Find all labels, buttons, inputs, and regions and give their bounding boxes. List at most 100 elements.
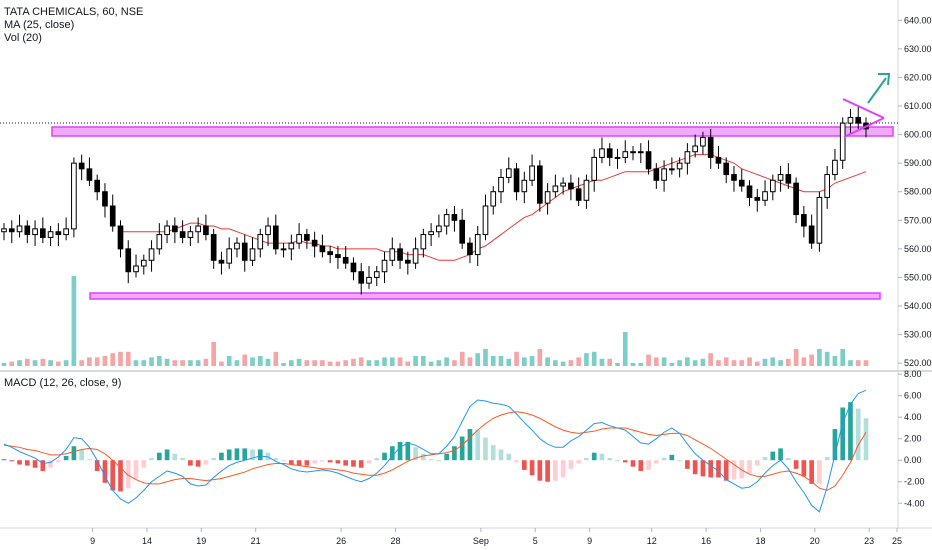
price-pane[interactable]: 640.00 630.00 620.00 610.00 600.00 590.00 580.… — [0, 0, 932, 370]
volume-bar — [304, 360, 310, 366]
volume-bar — [118, 351, 123, 366]
candle-body — [389, 248, 396, 261]
candle-body — [529, 165, 535, 181]
candle-body — [366, 276, 372, 284]
candle-body — [234, 242, 240, 250]
candle-body — [24, 225, 31, 236]
candle-body — [707, 136, 714, 158]
histogram-bar — [335, 460, 341, 464]
candle — [311, 231, 318, 258]
macd-axis[interactable]: 8.00 6.00 4.00 2.00 0.00 -2.00 -4.00 — [898, 369, 925, 508]
candle — [272, 214, 279, 255]
histogram-bar — [568, 460, 574, 469]
candle-body — [847, 116, 854, 124]
histogram-bar — [817, 460, 822, 484]
candle-body — [777, 174, 784, 181]
macd-legend[interactable]: MACD (12, 26, close, 9) — [4, 377, 121, 389]
candle — [793, 177, 799, 224]
histogram-bar — [374, 458, 380, 461]
candle — [296, 223, 302, 249]
volume-bar — [801, 357, 807, 366]
volume-bar — [203, 358, 209, 366]
volume-bar — [405, 361, 411, 366]
volume-bar — [669, 363, 675, 366]
candle-body — [55, 231, 62, 236]
volume-bar — [351, 358, 356, 366]
histogram-bar — [855, 408, 861, 461]
candle-body — [474, 234, 481, 256]
symbol-legend[interactable]: TATA CHEMICALS, 60, NSE — [4, 6, 143, 18]
candle — [855, 106, 862, 129]
volume-bar — [226, 356, 232, 366]
histogram-bar — [653, 460, 659, 464]
candle-body — [606, 148, 613, 158]
candle — [156, 223, 163, 255]
candle — [164, 220, 170, 244]
macd-pane[interactable]: 8.00 6.00 4.00 2.00 0.00 -2.00 -4.00 — [1, 369, 925, 528]
price-tick-label: 590.00 — [904, 158, 932, 168]
candle-body — [614, 156, 621, 159]
histogram-bar — [125, 460, 131, 489]
vol-legend[interactable]: Vol (20) — [4, 32, 42, 44]
histogram-bar — [685, 460, 690, 469]
histogram-bar — [521, 460, 527, 470]
histogram-bar — [467, 429, 473, 461]
volume-bar — [747, 357, 752, 366]
volume-bar — [257, 356, 263, 366]
candle-body — [203, 225, 209, 236]
candle-body — [249, 248, 256, 261]
histogram-bar — [498, 449, 504, 461]
histogram-bar — [692, 460, 698, 475]
histogram-bar — [389, 446, 395, 461]
histogram-bar — [824, 456, 830, 461]
candle — [637, 143, 644, 164]
time-axis[interactable]: 9 14 19 21 26 28 Sep 5 9 12 16 18 20 23 25 — [90, 528, 902, 546]
volume-bar — [537, 349, 543, 366]
candle — [808, 214, 815, 249]
candle — [172, 217, 178, 244]
candle — [645, 140, 652, 175]
histogram-bar — [242, 448, 248, 461]
histogram-bar — [149, 458, 154, 461]
candle — [218, 251, 225, 275]
volume-bar — [809, 354, 814, 366]
candle-body — [102, 191, 108, 207]
ma-legend[interactable]: MA (25, close) — [4, 19, 74, 31]
volume-bar — [731, 360, 737, 366]
histogram-bar — [102, 460, 108, 483]
candle — [762, 180, 768, 206]
candle-body — [257, 234, 264, 250]
volume-bar — [421, 356, 426, 366]
candle-body — [482, 205, 489, 236]
time-tick-label: 25 — [892, 536, 902, 546]
candle — [738, 168, 745, 192]
candle — [614, 148, 621, 169]
candle — [700, 131, 706, 155]
candle-body — [78, 162, 85, 170]
candle — [754, 188, 761, 212]
candle — [210, 228, 217, 269]
histogram-bar — [809, 460, 814, 484]
candle-body — [94, 179, 101, 193]
time-tick-label: 18 — [755, 536, 765, 546]
candle — [47, 226, 54, 246]
candle — [599, 137, 605, 164]
candle-body — [8, 228, 15, 233]
time-tick-label: 16 — [701, 536, 711, 546]
volume-bar — [677, 360, 682, 366]
histogram-bar — [87, 459, 92, 461]
candle-body — [684, 151, 691, 164]
histogram-bar — [94, 460, 100, 471]
candle — [94, 174, 101, 201]
price-axis[interactable]: 640.00 630.00 620.00 610.00 600.00 590.00 580.… — [898, 15, 932, 368]
macd-tick-label: 6.00 — [904, 391, 922, 401]
candle-body — [443, 214, 450, 227]
candle — [8, 220, 15, 244]
candle-body — [622, 151, 629, 158]
candle-body — [358, 271, 365, 284]
candle — [451, 206, 458, 232]
histogram-bar — [483, 437, 488, 461]
volume-bar — [444, 357, 449, 366]
histogram-bar — [211, 458, 217, 461]
